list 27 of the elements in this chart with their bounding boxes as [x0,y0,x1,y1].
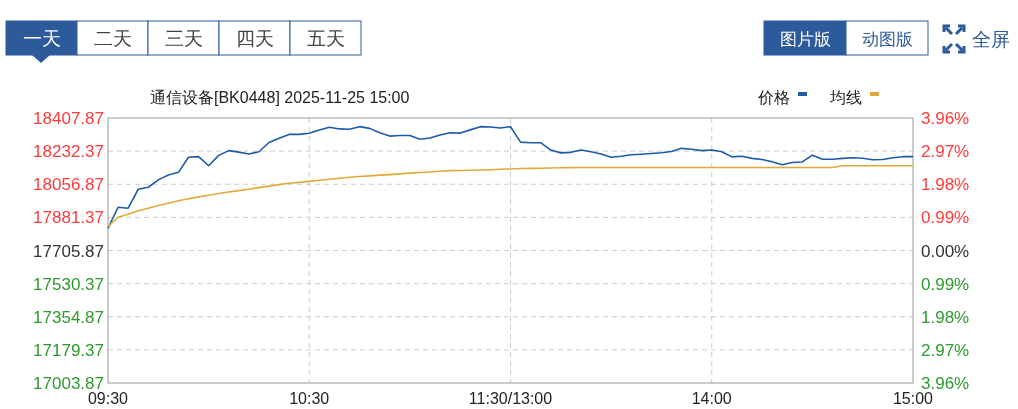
controls: 一天 二天 三天 四天 五天 图片版 动图版 全屏 [5,20,1010,63]
y2-tick-label: 3.96% [921,374,970,393]
y2-tick-label: 0.99% [921,208,970,228]
legend-label: 价格 [757,89,790,106]
y2-tick-label: 1.98% [921,175,970,195]
y-tick-label: 17003.87 [33,374,104,393]
x-tick-label: 14:00 [691,390,732,407]
y-tick-label: 17179.37 [33,340,104,360]
y-tick-label: 18056.87 [33,175,104,195]
y2-tick-label: 0.99% [921,274,970,294]
y-tick-label: 17530.37 [33,274,104,294]
chart-title: 通信设备[BK0448] 2025-11-25 15:00 [150,89,410,106]
y2-tick-label: 1.98% [921,307,970,327]
legend-label: 均线 [829,89,862,106]
x-tick-label: 11:30/13:00 [468,390,553,407]
x-tick-label: 15:00 [892,390,934,407]
y2-tick-label: 2.97% [921,340,970,360]
y-tick-label: 17354.87 [33,307,104,327]
y-tick-label: 17881.37 [33,208,104,228]
x-tick-label: 10:30 [289,390,330,407]
y2-tick-label: 2.97% [921,142,970,162]
y2-tick-label: 3.96% [921,109,970,128]
y2-tick-label: 0.00% [921,241,970,261]
y-tick-label: 18232.37 [33,142,104,162]
x-tick-label: 09:30 [87,390,129,407]
y-tick-label: 18407.87 [33,109,104,128]
y-tick-label: 17705.87 [33,241,104,261]
